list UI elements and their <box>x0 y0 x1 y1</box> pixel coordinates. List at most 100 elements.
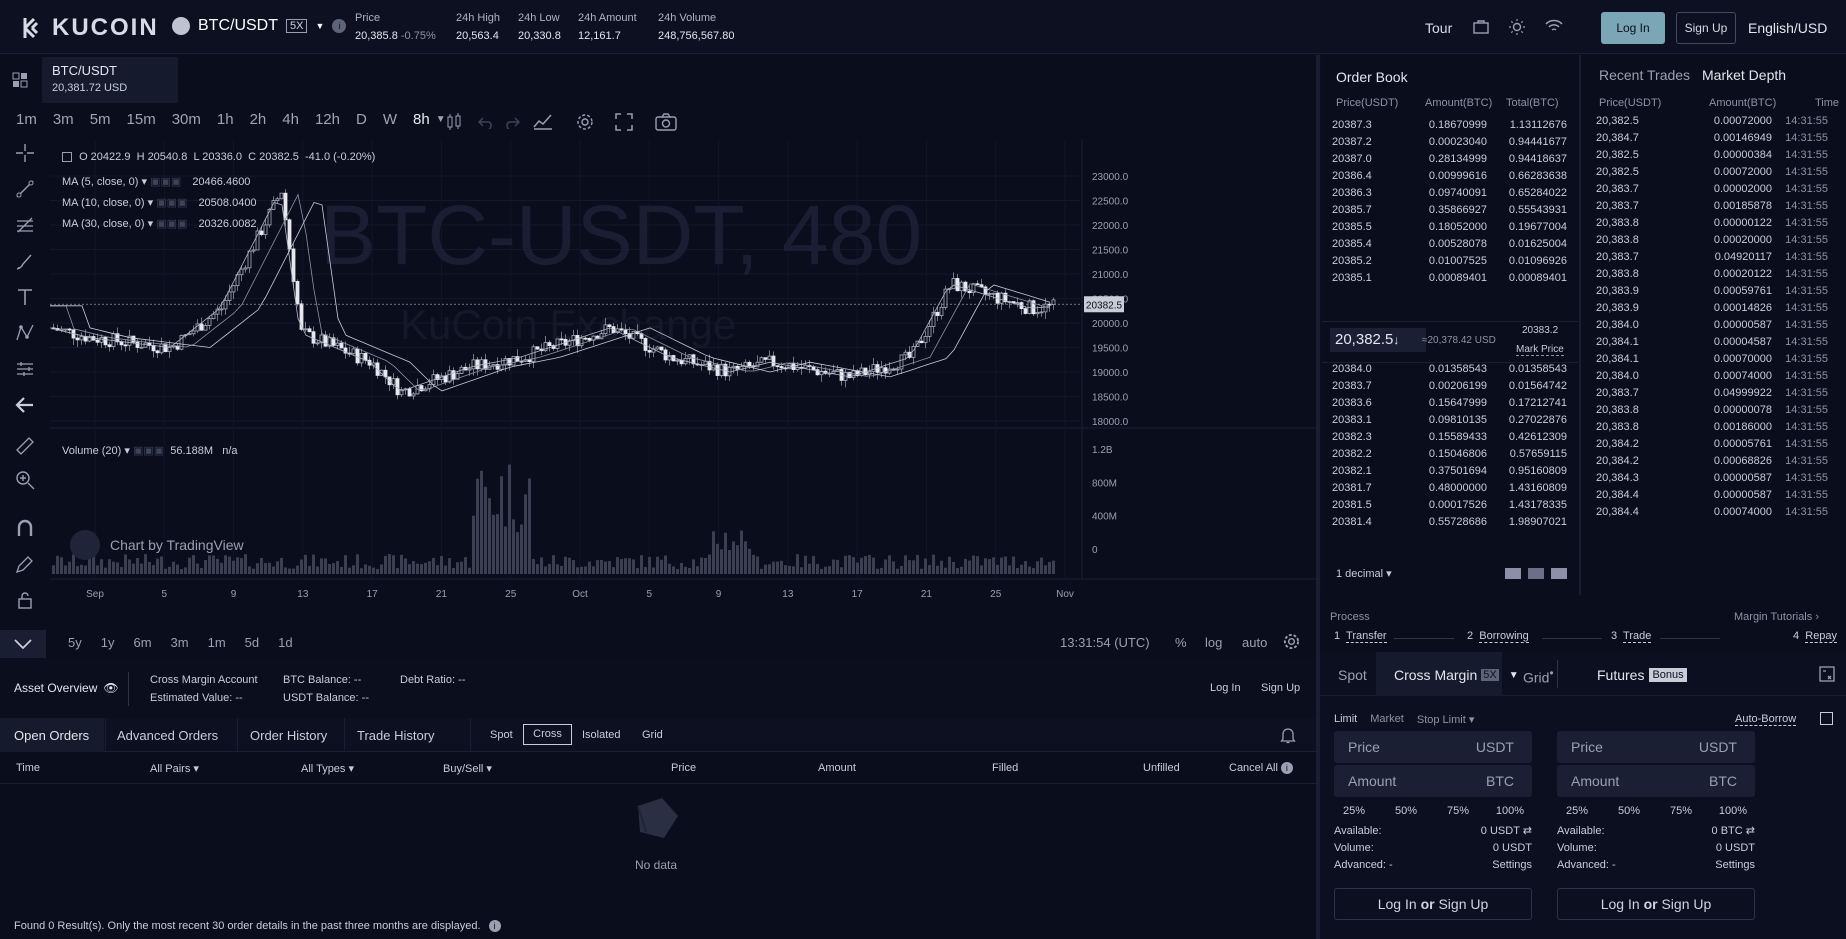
bid-row[interactable]: 20383.7 0.00206199 0.01564742 <box>1322 380 1572 397</box>
sell-login-signup-button[interactable]: Log In or Sign Up <box>1557 888 1755 920</box>
range-6m[interactable]: 6m <box>133 635 152 650</box>
ask-row[interactable]: 20386.3 0.09740091 0.65284022 <box>1322 187 1572 204</box>
ask-row[interactable]: 20386.4 0.00999616 0.66283638 <box>1322 170 1572 187</box>
ruler-icon[interactable] <box>12 433 38 459</box>
step-transfer[interactable]: 1 Transfer <box>1334 630 1387 643</box>
buy-pct-50[interactable]: 50% <box>1394 805 1418 817</box>
tab-grid[interactable]: Grid• <box>1523 667 1554 686</box>
collapse-chevron-icon[interactable] <box>0 630 46 658</box>
ask-row[interactable]: 20385.5 0.18052000 0.19677004 <box>1322 221 1572 238</box>
measure-tool-icon[interactable] <box>12 356 38 382</box>
filter-cross[interactable]: Cross <box>523 724 572 745</box>
buy-amount-input[interactable]: Amount BTC <box>1334 765 1532 797</box>
tradingview-credit[interactable]: Chart by TradingView <box>70 530 244 560</box>
wifi-icon[interactable] <box>1545 19 1563 33</box>
auto-toggle[interactable]: auto <box>1242 635 1268 650</box>
bid-row[interactable]: 20383.6 0.15647999 0.17212741 <box>1322 397 1572 414</box>
buy-sell-dropdown[interactable]: Buy/Sell ▾ <box>443 763 492 775</box>
all-types-dropdown[interactable]: All Types ▾ <box>301 763 355 775</box>
login-button[interactable]: Log In <box>1601 12 1665 44</box>
margin-tutorials-link[interactable]: Margin Tutorials › <box>1734 611 1819 623</box>
crosshair-icon[interactable] <box>12 140 38 166</box>
asset-login-link[interactable]: Log In <box>1210 682 1241 694</box>
bid-row[interactable]: 20382.1 0.37501694 0.95160809 <box>1322 465 1572 482</box>
signup-button[interactable]: Sign Up <box>1676 12 1736 44</box>
redo-icon[interactable] <box>504 115 520 129</box>
info-icon[interactable]: i <box>488 920 501 932</box>
info-icon[interactable]: i <box>332 19 347 33</box>
buy-login-signup-button[interactable]: Log In or Sign Up <box>1334 888 1532 920</box>
ask-row[interactable]: 20387.0 0.28134999 0.94418637 <box>1322 153 1572 170</box>
view-bids-icon[interactable] <box>1528 568 1544 579</box>
indicators-icon[interactable] <box>533 114 553 130</box>
bid-row[interactable]: 20381.5 0.00017526 1.43178335 <box>1322 499 1572 516</box>
candlestick-type-icon[interactable] <box>446 113 462 131</box>
sell-pct-25[interactable]: 25% <box>1565 805 1589 817</box>
range-1y[interactable]: 1y <box>100 635 115 650</box>
ask-row[interactable]: 20387.2 0.00023040 0.94441677 <box>1322 136 1572 153</box>
eye-icon[interactable]: 👁 <box>103 681 119 695</box>
scale-settings-gear-icon[interactable] <box>1283 633 1300 650</box>
tab-advanced-orders[interactable]: Advanced Orders <box>117 728 219 743</box>
tf-5m[interactable]: 5m <box>89 111 111 128</box>
tour-link[interactable]: Tour <box>1425 20 1453 36</box>
sell-price-input[interactable]: Price USDT <box>1557 731 1755 763</box>
tab-trade-history[interactable]: Trade History <box>357 728 435 743</box>
chart-settings-gear-icon[interactable] <box>576 113 594 131</box>
percent-toggle[interactable]: % <box>1175 635 1187 650</box>
volume-legend[interactable]: Volume (20) ▾ ▣▣▣ 56.188M n/a <box>62 445 238 457</box>
tf-D[interactable]: D <box>356 111 367 128</box>
briefcase-icon[interactable] <box>1473 19 1489 35</box>
cancel-all-button[interactable]: Cancel All i <box>1229 762 1293 774</box>
theme-sun-icon[interactable] <box>1509 19 1525 35</box>
auto-borrow-checkbox[interactable] <box>1820 712 1833 725</box>
undo-icon[interactable] <box>478 115 494 129</box>
buy-pct-75[interactable]: 75% <box>1446 805 1470 817</box>
tab-futures[interactable]: Futures Bonus <box>1597 667 1687 683</box>
pencil-lock-icon[interactable] <box>12 551 38 577</box>
chevron-down-icon[interactable]: ▼ <box>435 114 446 125</box>
tf-2h[interactable]: 2h <box>249 111 267 128</box>
tf-4h[interactable]: 4h <box>282 111 299 128</box>
range-5d[interactable]: 5d <box>244 635 260 650</box>
language-selector[interactable]: English/USD <box>1748 20 1828 36</box>
ma-5-row[interactable]: MA (5, close, 0) ▾ ▣▣▣ 20466.4600 <box>62 176 251 188</box>
buy-pct-100[interactable]: 100% <box>1495 805 1525 817</box>
tf-15m[interactable]: 15m <box>126 111 156 128</box>
all-pairs-dropdown[interactable]: All Pairs ▾ <box>150 763 199 775</box>
mark-price-label[interactable]: Mark Price <box>1516 344 1564 356</box>
decimal-selector[interactable]: 1 decimal ▾ <box>1336 568 1392 580</box>
bid-row[interactable]: 20381.4 0.55728686 1.98907021 <box>1322 516 1572 533</box>
type-market[interactable]: Market <box>1370 713 1404 725</box>
arrow-left-icon[interactable] <box>12 392 38 418</box>
pair-selector[interactable]: BTC/USDT 5X ▼ i <box>172 17 347 35</box>
brush-icon[interactable] <box>12 248 38 274</box>
tab-cross-margin[interactable]: Cross Margin 5X ▼ <box>1394 667 1519 683</box>
layout-grid-icon[interactable] <box>12 72 28 88</box>
step-trade[interactable]: 3 Trade <box>1611 630 1652 643</box>
bid-row[interactable]: 20384.0 0.01358543 0.01358543 <box>1322 363 1572 380</box>
camera-snapshot-icon[interactable] <box>655 113 677 131</box>
tf-W[interactable]: W <box>382 111 398 128</box>
bid-row[interactable]: 20382.2 0.15046806 0.57659115 <box>1322 448 1572 465</box>
zoom-in-icon[interactable] <box>12 467 38 493</box>
tab-open-orders[interactable]: Open Orders <box>14 728 90 743</box>
tab-market-depth[interactable]: Market Depth <box>1702 67 1787 83</box>
fib-icon[interactable] <box>12 212 38 238</box>
ask-row[interactable]: 20385.2 0.01007525 0.01096926 <box>1322 255 1572 272</box>
tf-12h[interactable]: 12h <box>314 111 340 128</box>
tf-8h[interactable]: 8h <box>413 111 430 128</box>
ask-row[interactable]: 20385.7 0.35866927 0.55543931 <box>1322 204 1572 221</box>
filter-grid[interactable]: Grid <box>642 729 663 741</box>
sell-amount-input[interactable]: Amount BTC <box>1557 765 1755 797</box>
bid-row[interactable]: 20381.7 0.48000000 1.43160809 <box>1322 482 1572 499</box>
collapse-square-icon[interactable] <box>62 152 72 163</box>
range-5y[interactable]: 5y <box>68 635 82 650</box>
sell-pct-50[interactable]: 50% <box>1617 805 1641 817</box>
buy-price-input[interactable]: Price USDT <box>1334 731 1532 763</box>
log-toggle[interactable]: log <box>1205 635 1223 650</box>
text-tool-icon[interactable] <box>12 284 38 310</box>
bell-icon[interactable] <box>1280 727 1296 744</box>
ask-row[interactable]: 20385.4 0.00528078 0.01625004 <box>1322 238 1572 255</box>
symbol-tab[interactable]: BTC/USDT 20,381.72 USD <box>42 57 178 103</box>
